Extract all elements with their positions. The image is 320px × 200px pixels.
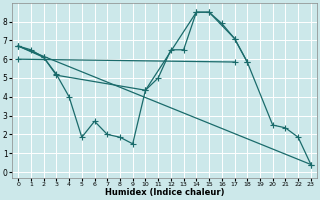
X-axis label: Humidex (Indice chaleur): Humidex (Indice chaleur) bbox=[105, 188, 224, 197]
